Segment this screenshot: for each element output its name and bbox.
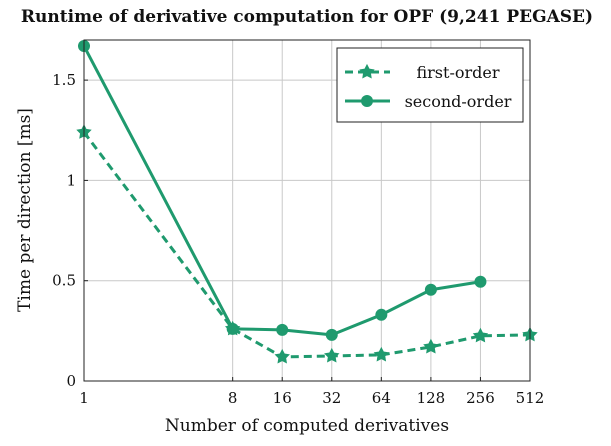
- legend-item-first-order: first-order: [345, 63, 500, 82]
- x-tick-label: 1: [79, 389, 89, 407]
- data-point-second-order: [474, 275, 487, 288]
- x-tick-label: 256: [466, 389, 495, 407]
- x-tick-label: 512: [516, 389, 545, 407]
- plot-frame: [83, 39, 531, 382]
- data-point-first-order: [274, 348, 290, 364]
- x-tick-labels: 1 8 16 32 64 128 256 512: [79, 389, 544, 407]
- y-tick-labels: 0 0.5 1 1.5: [52, 71, 76, 390]
- data-point-second-order: [325, 328, 338, 341]
- data-point-first-order: [423, 338, 439, 354]
- x-axis-label: Number of computed derivatives: [165, 416, 449, 436]
- x-tick-label: 32: [322, 389, 341, 407]
- data-point-first-order: [324, 347, 340, 363]
- legend-item-second-order: second-order: [345, 92, 512, 111]
- legend-label-first-order: first-order: [416, 63, 499, 82]
- data-point-second-order: [424, 283, 437, 296]
- series-first-order: [76, 124, 538, 364]
- legend-label-second-order: second-order: [405, 92, 512, 111]
- data-point-second-order: [276, 323, 289, 336]
- x-tick-label: 128: [417, 389, 446, 407]
- x-tick-label: 64: [372, 389, 391, 407]
- chart-title: Runtime of derivative computation for OP…: [21, 7, 593, 27]
- x-tick-label: 16: [273, 389, 292, 407]
- legend-marker-second-order: [361, 95, 373, 107]
- y-tick-label: 0.5: [52, 272, 76, 290]
- data-point-second-order: [375, 308, 388, 321]
- x-tick-label: 8: [228, 389, 238, 407]
- data-point-second-order: [226, 322, 239, 335]
- series-second-order: [78, 40, 487, 341]
- y-tick-label: 1: [66, 171, 76, 189]
- data-point-first-order: [472, 327, 489, 343]
- legend-box: [336, 47, 524, 123]
- data-point-first-order: [373, 346, 390, 362]
- y-tick-label: 0: [66, 372, 76, 390]
- legend-marker-first-order: [359, 63, 375, 79]
- y-tick-label: 1.5: [52, 71, 76, 89]
- legend: first-order second-order: [336, 47, 524, 123]
- series-line-first-order: [82, 131, 531, 359]
- y-axis-label: Time per direction [ms]: [15, 108, 35, 312]
